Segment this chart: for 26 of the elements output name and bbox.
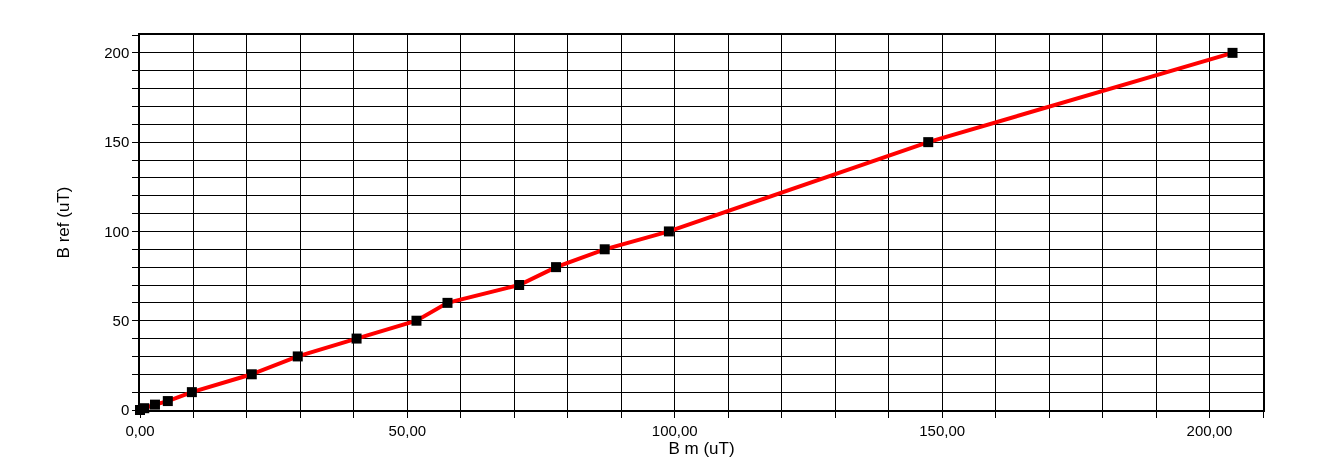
point bbox=[411, 315, 422, 326]
point bbox=[514, 280, 525, 290]
point bbox=[351, 333, 362, 344]
point bbox=[186, 387, 197, 398]
point bbox=[551, 262, 562, 273]
y-tick-label: 0 bbox=[120, 401, 130, 419]
x-tick-label: 100,00 bbox=[651, 421, 698, 439]
point bbox=[292, 351, 303, 362]
x-tick-label: 50,00 bbox=[388, 421, 427, 439]
point bbox=[162, 396, 173, 407]
x-tick-label: 200,00 bbox=[1186, 421, 1233, 439]
point bbox=[923, 137, 934, 148]
point bbox=[149, 399, 160, 410]
y-tick-label: 100 bbox=[104, 222, 130, 240]
point bbox=[1227, 47, 1238, 58]
point bbox=[599, 244, 610, 255]
y-tick-label: 200 bbox=[104, 44, 130, 62]
y-tick-label: 150 bbox=[104, 133, 130, 151]
point bbox=[663, 226, 674, 237]
point bbox=[442, 297, 453, 308]
x-tick-label: 150,00 bbox=[919, 421, 966, 439]
point bbox=[246, 369, 257, 380]
x-axis-title: B m (uT) bbox=[668, 438, 735, 458]
y-tick-label: 50 bbox=[112, 311, 130, 329]
x-tick-label: 0,00 bbox=[125, 421, 155, 439]
y-axis-title: B ref (uT) bbox=[54, 186, 74, 259]
